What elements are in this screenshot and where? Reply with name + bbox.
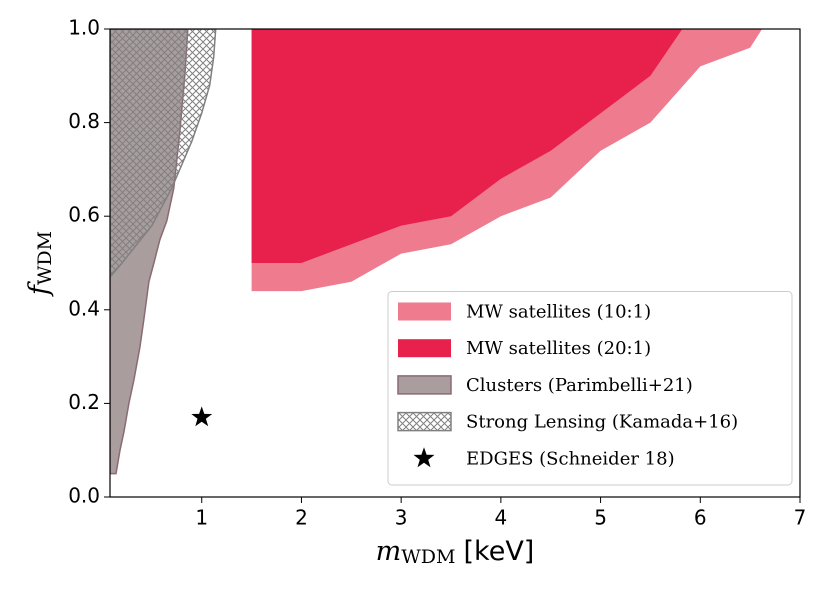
marker [191,406,213,427]
legend-label: Strong Lensing (Kamada+16) [466,412,738,433]
y-tick-label: 0.0 [68,484,100,508]
x-tick-label: 7 [794,506,807,530]
x-label-symbol: m [376,536,402,567]
x-tick-label: 2 [295,506,308,530]
x-tick-label: 4 [494,506,507,530]
plot-area [110,29,763,475]
x-tick-label: 1 [195,506,208,530]
legend-swatch [398,339,451,358]
y-tick-label: 0.6 [68,203,100,227]
legend-swatch [398,302,451,321]
legend-label: EDGES (Schneider 18) [466,448,675,469]
legend-swatch [397,411,452,432]
x-tick-label: 5 [594,506,607,530]
x-tick-label: 6 [694,506,707,530]
y-label-subscript: WDM [34,231,56,285]
legend-box [387,291,793,486]
axes-frame [109,28,801,498]
legend-marker [413,447,435,468]
x-axis-label: mWDM [keV] [376,536,535,569]
y-tick-label: 0.8 [68,109,100,133]
legend-label: Clusters (Parimbelli+21) [466,375,693,396]
x-label-unit: [keV] [464,536,535,567]
legend-label: MW satellites (20:1) [466,338,651,359]
legend-swatch [397,375,452,395]
y-tick-label: 1.0 [68,16,100,40]
y-tick-label: 0.4 [68,296,100,320]
y-tick-label: 0.2 [68,390,100,414]
y-axis-label: fWDM [24,231,57,297]
region [251,29,683,263]
legend: MW satellites (10:1) MW satellites (20:1)… [387,291,793,486]
legend-label: MW satellites (10:1) [466,302,651,323]
x-label-subscript: WDM [401,546,455,568]
x-tick-label: 3 [395,506,408,530]
hatched-region [110,29,217,279]
